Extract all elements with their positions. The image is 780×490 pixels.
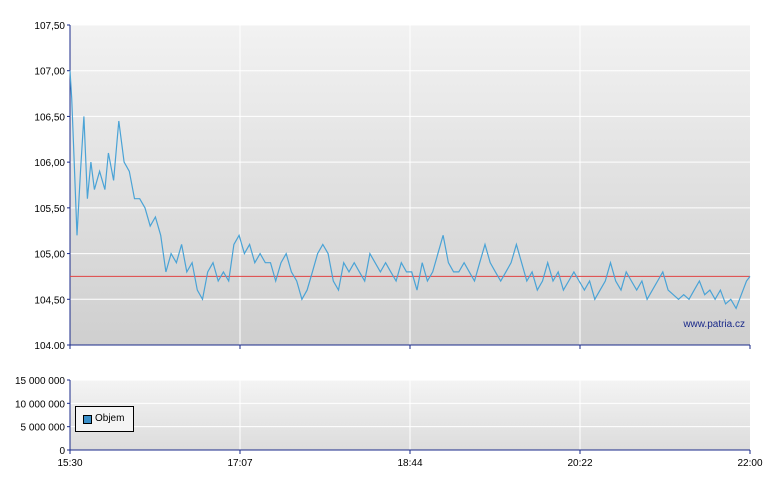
price-y-tick-label: 104.00 bbox=[34, 341, 65, 352]
volume-y-tick-label: 15 000 000 bbox=[15, 376, 65, 387]
volume-y-tick-label: 10 000 000 bbox=[15, 399, 65, 410]
price-y-tick-label: 107,00 bbox=[34, 67, 65, 78]
price-x-tick-marks bbox=[69, 345, 751, 349]
price-grid bbox=[70, 24, 750, 345]
x-tick-label: 20:22 bbox=[567, 458, 592, 469]
x-tick-label: 22:00 bbox=[737, 458, 762, 469]
volume-x-tick-labels: 15:30 17:07 18:44 20:22 22:00 bbox=[57, 450, 763, 469]
price-y-tick-label: 104,50 bbox=[34, 295, 65, 306]
volume-y-tick-label: 0 bbox=[59, 446, 65, 457]
watermark: www.patria.cz bbox=[682, 319, 745, 330]
volume-grid bbox=[70, 379, 750, 450]
volume-y-tick-labels: 0 5 000 000 10 000 000 15 000 000 bbox=[15, 376, 70, 457]
legend: Objem bbox=[75, 406, 134, 432]
legend-label-objem: Objem bbox=[95, 413, 125, 424]
volume-y-tick-label: 5 000 000 bbox=[21, 423, 66, 434]
x-tick-label: 17:07 bbox=[227, 458, 252, 469]
price-y-tick-label: 105,00 bbox=[34, 250, 65, 261]
price-y-tick-label: 106,00 bbox=[34, 158, 65, 169]
price-y-tick-label: 106,50 bbox=[34, 112, 65, 123]
price-y-tick-label: 105,50 bbox=[34, 204, 65, 215]
price-y-tick-label: 107,50 bbox=[34, 21, 65, 32]
price-y-tick-labels: 104.00 104,50 105,00 105,50 106,00 106,50 107,… bbox=[34, 21, 70, 352]
legend-swatch-objem bbox=[83, 415, 92, 424]
x-tick-label: 18:44 bbox=[397, 458, 422, 469]
price-series-line bbox=[69, 70, 751, 310]
x-tick-label: 15:30 bbox=[57, 458, 82, 469]
